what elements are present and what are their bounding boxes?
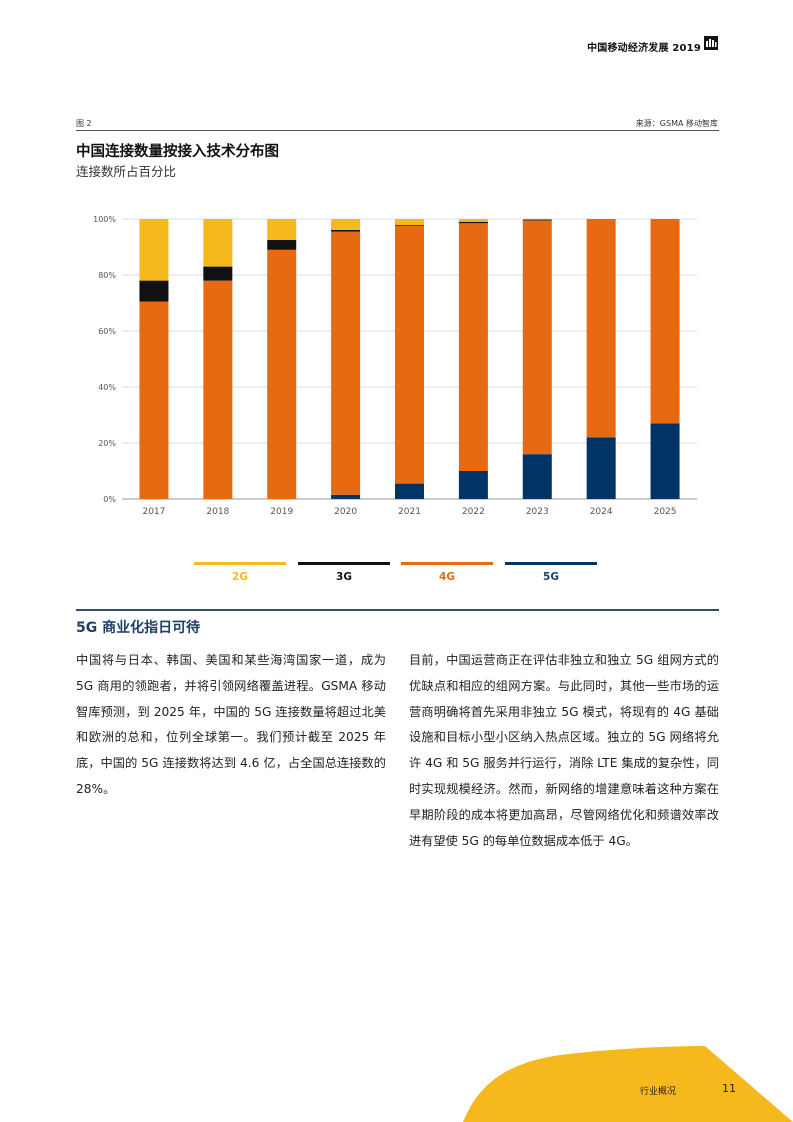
x-tick-label: 2024 (590, 507, 613, 517)
y-tick-label: 60% (98, 327, 116, 336)
x-tick-label: 2022 (462, 507, 485, 517)
y-tick-label: 0% (103, 495, 116, 504)
bar-segment-3g-2023 (522, 219, 552, 221)
bar-segment-2g-2021 (395, 219, 424, 226)
x-tick-label: 2020 (334, 507, 357, 517)
body-paragraph-right: 目前，中国运营商正在评估非独立和独立 5G 组网方式的优缺点和相应的组网方案。与… (409, 653, 719, 848)
legend-swatch-4g (401, 562, 493, 565)
bar-segment-4g-2020 (331, 231, 361, 495)
bar-segment-5g-2020 (331, 494, 361, 499)
page-number: 11 (722, 1082, 736, 1095)
bar-segment-2g-2023 (522, 219, 552, 220)
x-tick-label: 2021 (398, 507, 421, 517)
bar-segment-5g-2024 (586, 437, 616, 499)
legend-item-5g: 5G (505, 562, 597, 583)
legend-item-4g: 4G (401, 562, 493, 583)
y-tick-label: 80% (98, 271, 116, 280)
x-tick-label: 2018 (206, 507, 229, 517)
bar-segment-5g-2023 (522, 454, 552, 499)
bar-segment-4g-2024 (586, 219, 616, 438)
legend-label-4g: 4G (439, 571, 455, 583)
figure-divider (76, 130, 719, 131)
legend-item-3g: 3G (298, 562, 390, 583)
section-divider (76, 609, 719, 611)
bar-segment-2g-2018 (203, 219, 233, 267)
chart-subtitle: 连接数所占百分比 (76, 164, 177, 179)
footer-section-label: 行业概况 (640, 1087, 677, 1097)
bar-segment-4g-2018 (203, 280, 233, 499)
bar-segment-3g-2020 (331, 229, 361, 232)
bar-segment-4g-2017 (139, 301, 169, 499)
y-tick-label: 20% (98, 439, 116, 448)
bar-segment-4g-2025 (650, 219, 680, 424)
gsma-logo-icon (704, 36, 718, 50)
stacked-bar-chart: 0% 20% 40% 60% 80% 100% 2017 2018 2019 2020 2021 20… (93, 215, 697, 517)
bar-segment-4g-2022 (458, 223, 488, 471)
bar-segment-5g-2021 (395, 483, 424, 499)
x-tick-label: 2023 (526, 507, 549, 517)
x-tick-label: 2017 (142, 507, 165, 517)
bar-segment-4g-2023 (522, 220, 552, 455)
bar-segment-3g-2018 (203, 266, 233, 281)
figure-source: 来源：GSMA 移动智库 (635, 119, 718, 128)
legend-swatch-2g (194, 562, 286, 565)
chart-title: 中国连接数量按接入技术分布图 (76, 144, 279, 160)
y-tick-label: 40% (98, 383, 116, 392)
bar-segment-3g-2021 (395, 225, 424, 226)
bar-segment-3g-2019 (267, 240, 297, 250)
legend-label-2g: 2G (232, 571, 248, 583)
bar-segment-5g-2022 (458, 471, 488, 499)
y-tick-label: 100% (93, 215, 116, 224)
bar-segment-2g-2019 (267, 219, 297, 240)
bar-segment-3g-2022 (458, 221, 488, 224)
x-tick-label: 2019 (270, 507, 293, 517)
running-header-title: 中国移动经济发展 2019 (587, 43, 701, 54)
bar-segment-5g-2025 (650, 423, 680, 499)
body-paragraph-left: 中国将与日本、韩国、美国和某些海湾国家一道，成为 5G 商用的领跑者，并将引领网… (76, 653, 386, 796)
legend-swatch-3g (298, 562, 390, 565)
figure-label: 图 2 (76, 119, 92, 128)
bar-segment-2g-2022 (458, 219, 488, 222)
legend-item-2g: 2G (194, 562, 286, 583)
x-tick-label: 2025 (654, 507, 677, 517)
chart-legend: 2G 3G 4G 5G (0, 562, 793, 592)
bar-segment-4g-2021 (395, 226, 424, 484)
bar-segment-4g-2019 (267, 249, 297, 499)
legend-swatch-5g (505, 562, 597, 565)
legend-label-3g: 3G (336, 571, 352, 583)
section-heading: 5G 商业化指日可待 (76, 620, 201, 636)
bar-segment-2g-2017 (139, 219, 169, 281)
bar-segment-3g-2017 (139, 280, 169, 302)
bar-segment-2g-2020 (331, 219, 361, 230)
legend-label-5g: 5G (543, 571, 559, 583)
